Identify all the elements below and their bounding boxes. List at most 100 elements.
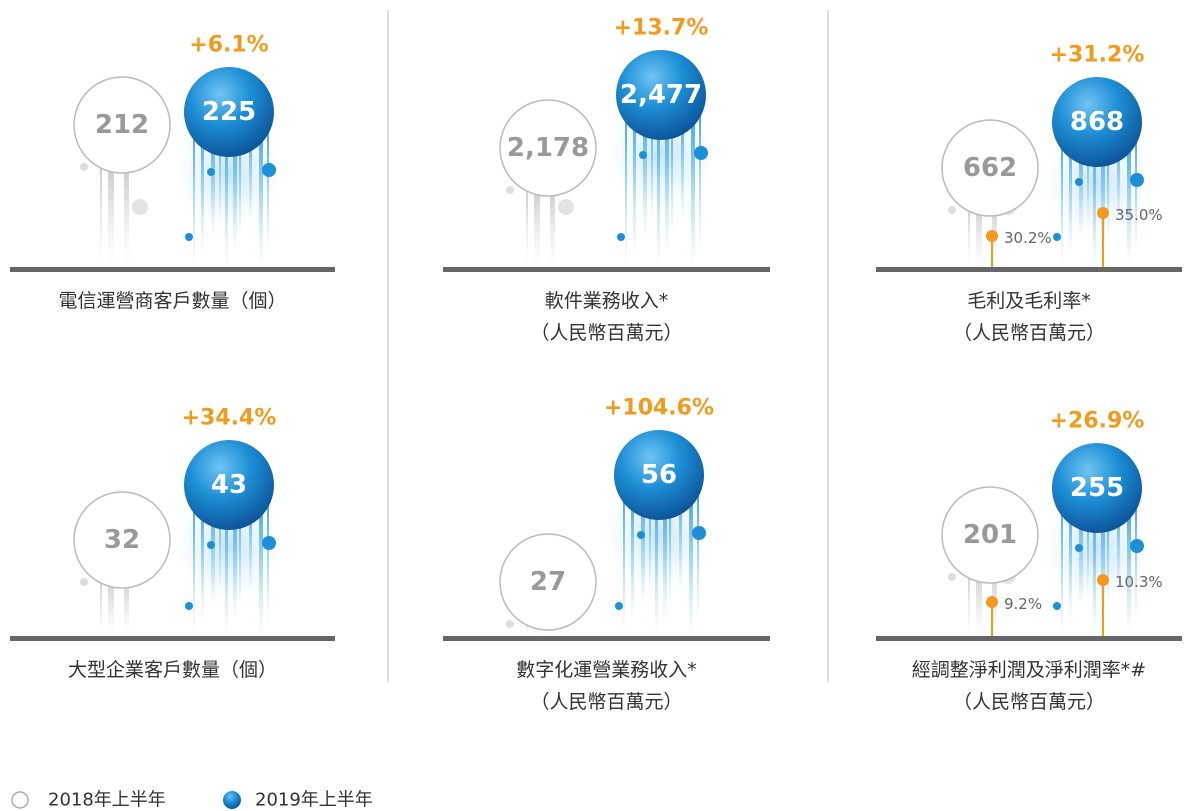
growth-label: +6.1% <box>189 33 268 58</box>
baseline <box>443 636 770 641</box>
streak <box>651 105 653 222</box>
value-2018: 2,178 <box>507 133 589 163</box>
streak <box>699 105 701 252</box>
streak <box>643 105 647 237</box>
streak <box>1087 498 1089 591</box>
streak <box>1127 498 1131 636</box>
stem <box>100 155 102 267</box>
margin-label: 30.2% <box>1004 229 1052 247</box>
value-2018: 662 <box>963 153 1017 183</box>
dot <box>694 146 708 160</box>
streak <box>697 485 699 621</box>
stem <box>976 565 982 636</box>
dot <box>132 199 148 215</box>
margin-dot <box>986 230 998 242</box>
streak <box>1117 498 1120 591</box>
streak <box>691 105 695 267</box>
dot <box>558 199 574 215</box>
streak <box>249 495 252 591</box>
stem <box>534 178 540 267</box>
streak <box>193 495 195 636</box>
panel-title: 毛利及毛利率* <box>967 290 1091 312</box>
streak <box>665 105 669 252</box>
stem <box>100 570 102 636</box>
baseline <box>876 267 1182 272</box>
panel-title: 軟件業務收入* <box>545 290 669 312</box>
dot <box>639 151 647 159</box>
streak <box>201 122 204 252</box>
streak <box>655 485 658 636</box>
bubble-2019 <box>184 440 274 530</box>
streak <box>1101 132 1105 252</box>
bubble-2019 <box>1052 443 1142 533</box>
streak <box>633 105 636 252</box>
dot <box>1053 602 1061 610</box>
streak <box>259 495 263 636</box>
legend-swatch <box>223 791 241 809</box>
baseline <box>10 267 335 272</box>
dot <box>1053 233 1061 241</box>
dot <box>948 206 956 214</box>
streak <box>623 485 625 636</box>
stem <box>968 565 970 636</box>
baseline <box>876 636 1182 641</box>
panel-title: 電信運營商客戶數量（個） <box>58 290 286 312</box>
dot <box>207 541 215 549</box>
streak <box>625 105 627 267</box>
streak <box>679 485 682 591</box>
stem <box>550 178 555 267</box>
dot <box>1130 539 1144 553</box>
bubble-2018 <box>941 486 1039 584</box>
streak <box>211 495 215 606</box>
streak <box>1069 498 1072 621</box>
streak <box>219 122 221 222</box>
value-2019: 43 <box>211 470 247 500</box>
legend-swatch <box>11 791 29 809</box>
dot <box>207 168 215 176</box>
dot <box>615 602 623 610</box>
streak <box>267 122 269 252</box>
bubble-2019 <box>184 67 274 157</box>
streak <box>1107 132 1109 237</box>
streak <box>225 495 228 636</box>
growth-label: +31.2% <box>1050 43 1145 68</box>
panel-title: （人民幣百萬元） <box>953 691 1105 713</box>
streak <box>249 122 252 222</box>
value-2019: 56 <box>641 460 677 490</box>
dot <box>637 531 645 539</box>
value-2018: 27 <box>530 567 566 597</box>
streak <box>193 122 195 267</box>
streak <box>1135 132 1137 252</box>
dot <box>185 233 193 241</box>
streak <box>233 495 237 621</box>
streak <box>1117 132 1120 222</box>
value-2018: 212 <box>95 110 149 140</box>
streak <box>239 495 241 606</box>
growth-label: +13.7% <box>614 16 709 41</box>
dot <box>692 526 706 540</box>
bubble-2018 <box>499 533 597 631</box>
value-2019: 255 <box>1070 473 1124 503</box>
value-2018: 32 <box>104 525 140 555</box>
streak <box>681 105 684 222</box>
streak <box>1135 498 1137 621</box>
margin-label: 35.0% <box>1115 206 1163 224</box>
dot <box>80 163 88 171</box>
stem <box>526 178 528 267</box>
bubble-2019 <box>616 50 706 140</box>
streak <box>1087 132 1089 222</box>
dot <box>1130 173 1144 187</box>
panel-title: 數字化運營業務收入* <box>516 659 697 681</box>
dot <box>506 186 514 194</box>
bubble-2018 <box>73 491 171 589</box>
stem <box>124 155 129 267</box>
stem <box>968 198 970 267</box>
streak <box>1107 498 1109 606</box>
dot <box>948 573 956 581</box>
bubble-2018 <box>73 76 171 174</box>
streak <box>1079 498 1083 606</box>
baseline <box>443 267 770 272</box>
streak <box>201 495 204 621</box>
streak <box>211 122 215 237</box>
